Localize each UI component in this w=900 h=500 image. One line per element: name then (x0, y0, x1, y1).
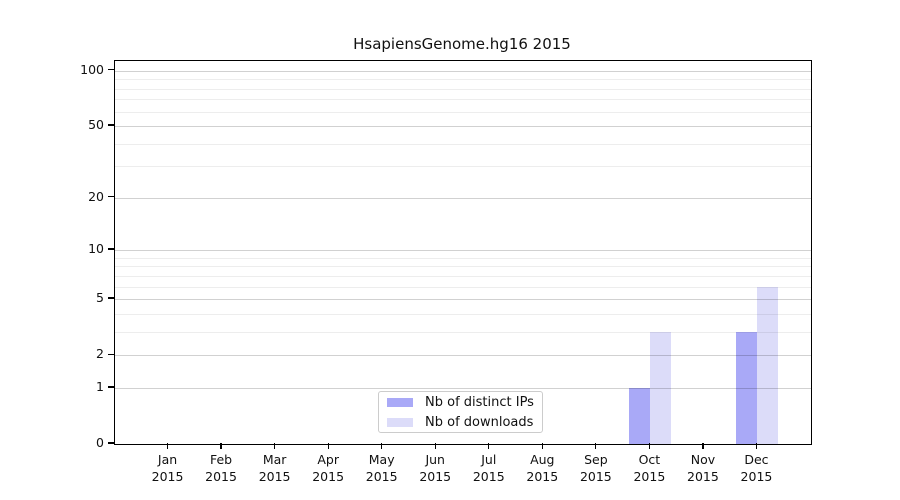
y-tick-mark (108, 442, 114, 444)
gridline-70 (115, 99, 811, 101)
y-tick-mark (108, 124, 114, 126)
x-tick-mark (541, 443, 543, 449)
gridline-30 (115, 166, 811, 168)
gridline-2 (115, 355, 811, 357)
x-tick-mark (381, 443, 383, 449)
x-tick-mark (595, 443, 597, 449)
legend-item-downloads: Nb of downloads (379, 414, 542, 430)
y-tick-label: 1 (96, 378, 104, 394)
gridline-80 (115, 88, 811, 90)
x-tick-mark (648, 443, 651, 449)
gridline-3 (115, 331, 811, 333)
gridline-50 (115, 126, 811, 128)
bar-nb-of-downloads-oct (650, 331, 672, 444)
y-tick-label: 2 (96, 346, 104, 362)
gridline-4 (115, 313, 811, 315)
y-tick-mark (108, 248, 114, 250)
x-tick-mark (755, 443, 758, 449)
gridline-40 (115, 143, 811, 145)
gridline-60 (115, 111, 811, 113)
chart-title: HsapiensGenome.hg16 2015 (353, 35, 571, 53)
bar-nb-of-downloads-dec (757, 286, 779, 444)
legend: Nb of distinct IPs Nb of downloads (378, 391, 543, 433)
y-tick-mark (108, 196, 114, 198)
bars-layer (115, 61, 811, 444)
gridline-9 (115, 257, 811, 259)
x-tick-label: Mar 2015 (258, 452, 291, 484)
downloads-swatch (387, 417, 413, 427)
x-tick-mark (488, 443, 490, 449)
gridline-10 (115, 250, 811, 252)
gridline-100 (115, 70, 811, 72)
x-tick-label: Aug 2015 (526, 452, 559, 484)
gridline-6 (115, 286, 811, 288)
y-tick-mark (108, 353, 114, 355)
x-tick-mark (220, 443, 222, 449)
gridline-90 (115, 79, 811, 81)
gridline-20 (115, 197, 811, 199)
x-tick-label: Apr 2015 (312, 452, 345, 484)
x-tick-label: Jul 2015 (472, 452, 505, 484)
y-tick-mark (108, 297, 114, 299)
y-tick-mark (108, 69, 114, 71)
legend-label-downloads: Nb of downloads (425, 414, 534, 430)
plot-area (114, 60, 812, 445)
x-tick-label: May 2015 (365, 452, 398, 484)
x-tick-mark (273, 443, 276, 449)
bar-nb-of-distinct-ips-oct (629, 387, 651, 444)
x-tick-label: Sep 2015 (579, 452, 612, 484)
legend-label-distinct-ips: Nb of distinct IPs (425, 394, 534, 410)
x-tick-mark (434, 443, 436, 449)
distinct-ips-swatch (387, 397, 413, 407)
gridline-5 (115, 299, 811, 301)
x-tick-label: Jan 2015 (151, 452, 184, 484)
x-tick-label: Nov 2015 (687, 452, 719, 484)
x-tick-mark (327, 443, 329, 449)
x-tick-label: Feb 2015 (205, 452, 237, 484)
y-tick-label: 20 (88, 188, 104, 204)
x-tick-mark (166, 443, 169, 449)
gridline-8 (115, 266, 811, 268)
x-tick-mark (702, 443, 704, 449)
y-tick-label: 5 (96, 290, 104, 306)
y-tick-label: 50 (88, 117, 104, 133)
gridline-1 (115, 387, 811, 389)
gridline-7 (115, 275, 811, 277)
grid-layer (115, 61, 811, 444)
y-tick-label: 0 (96, 435, 104, 450)
x-tick-label: Dec 2015 (740, 452, 773, 484)
y-tick-label: 10 (88, 241, 104, 257)
bar-nb-of-distinct-ips-dec (736, 331, 758, 444)
x-tick-label: Oct 2015 (633, 452, 666, 484)
x-tick-label: Jun 2015 (419, 452, 452, 484)
y-tick-mark (108, 386, 114, 388)
legend-item-distinct-ips: Nb of distinct IPs (379, 394, 542, 410)
y-tick-label: 100 (80, 61, 104, 77)
